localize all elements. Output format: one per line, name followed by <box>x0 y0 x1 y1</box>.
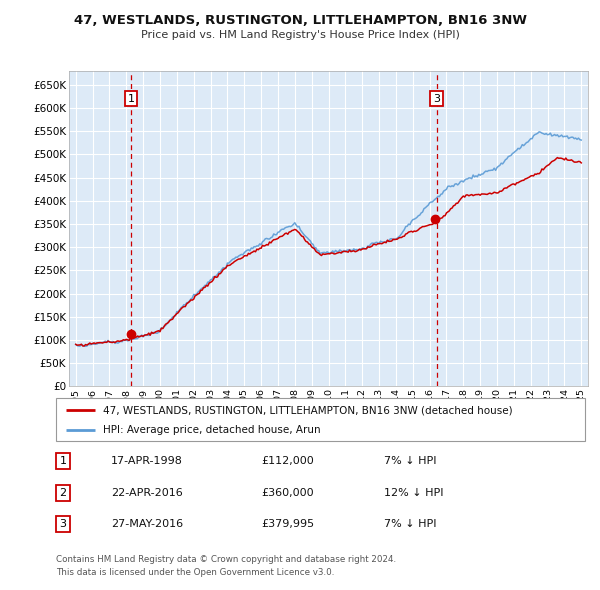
Text: £360,000: £360,000 <box>261 488 314 497</box>
FancyBboxPatch shape <box>56 398 585 441</box>
Text: 12% ↓ HPI: 12% ↓ HPI <box>384 488 443 497</box>
Text: Contains HM Land Registry data © Crown copyright and database right 2024.: Contains HM Land Registry data © Crown c… <box>56 555 396 564</box>
Text: 1: 1 <box>128 94 134 104</box>
Text: 7% ↓ HPI: 7% ↓ HPI <box>384 457 437 466</box>
Text: 47, WESTLANDS, RUSTINGTON, LITTLEHAMPTON, BN16 3NW: 47, WESTLANDS, RUSTINGTON, LITTLEHAMPTON… <box>74 14 527 27</box>
Text: £112,000: £112,000 <box>261 457 314 466</box>
Text: 47, WESTLANDS, RUSTINGTON, LITTLEHAMPTON, BN16 3NW (detached house): 47, WESTLANDS, RUSTINGTON, LITTLEHAMPTON… <box>103 405 513 415</box>
Text: £379,995: £379,995 <box>261 519 314 529</box>
Text: 2: 2 <box>59 488 67 497</box>
Text: This data is licensed under the Open Government Licence v3.0.: This data is licensed under the Open Gov… <box>56 568 334 577</box>
Text: HPI: Average price, detached house, Arun: HPI: Average price, detached house, Arun <box>103 425 321 435</box>
Text: 27-MAY-2016: 27-MAY-2016 <box>111 519 183 529</box>
Text: 1: 1 <box>59 457 67 466</box>
Text: 7% ↓ HPI: 7% ↓ HPI <box>384 519 437 529</box>
Text: 3: 3 <box>433 94 440 104</box>
Text: 22-APR-2016: 22-APR-2016 <box>111 488 183 497</box>
Text: 3: 3 <box>59 519 67 529</box>
Text: 17-APR-1998: 17-APR-1998 <box>111 457 183 466</box>
Text: Price paid vs. HM Land Registry's House Price Index (HPI): Price paid vs. HM Land Registry's House … <box>140 31 460 40</box>
